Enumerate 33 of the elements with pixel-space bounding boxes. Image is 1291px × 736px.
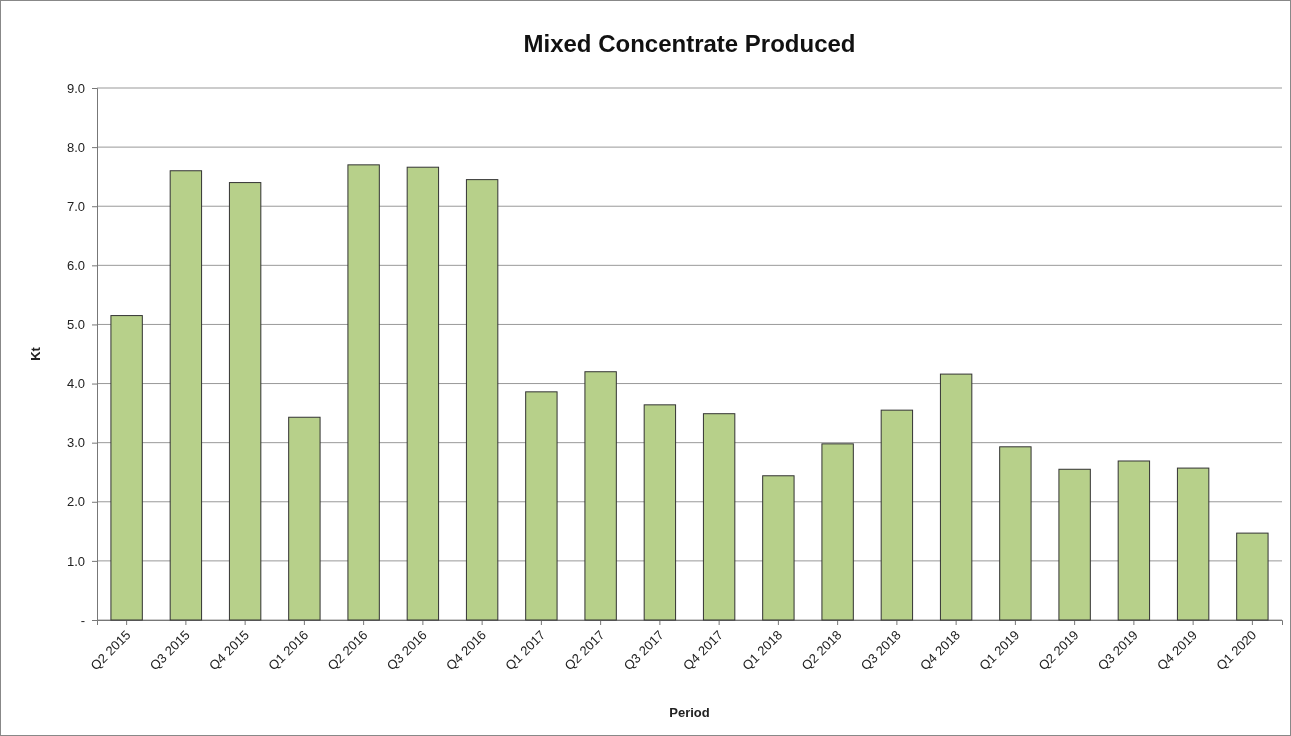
bar bbox=[584, 371, 617, 621]
y-tick-label: 8.0 bbox=[66, 139, 85, 155]
bar bbox=[110, 315, 143, 621]
x-axis-title: Period bbox=[669, 705, 710, 720]
bar bbox=[525, 391, 558, 621]
bar bbox=[228, 182, 262, 621]
bar bbox=[288, 416, 321, 621]
y-tick-label: 5.0 bbox=[66, 317, 85, 333]
y-tick-label: 1.0 bbox=[66, 553, 85, 569]
bar bbox=[1176, 467, 1210, 621]
chart-title: Mixed Concentrate Produced bbox=[523, 30, 856, 57]
y-tick-label: 9.0 bbox=[66, 80, 85, 96]
y-tick-label: 4.0 bbox=[66, 376, 85, 392]
bar bbox=[406, 166, 440, 621]
bar bbox=[762, 475, 795, 621]
bar bbox=[1058, 468, 1091, 621]
bar bbox=[880, 409, 914, 621]
bar bbox=[169, 170, 203, 621]
bar bbox=[465, 179, 499, 621]
bar bbox=[1236, 532, 1269, 621]
bar bbox=[1117, 460, 1151, 621]
bar bbox=[999, 446, 1032, 621]
bar bbox=[939, 373, 973, 621]
bar bbox=[821, 443, 854, 621]
bar bbox=[643, 404, 677, 621]
y-tick-label: 2.0 bbox=[66, 494, 85, 510]
y-axis-title: Kt bbox=[28, 346, 43, 361]
bar bbox=[347, 164, 380, 621]
y-tick-label: 6.0 bbox=[66, 257, 85, 273]
bar bbox=[702, 413, 736, 621]
y-tick-label: 3.0 bbox=[66, 435, 85, 451]
y-tick-label: 7.0 bbox=[66, 198, 85, 214]
y-tick-label: - bbox=[80, 612, 85, 628]
